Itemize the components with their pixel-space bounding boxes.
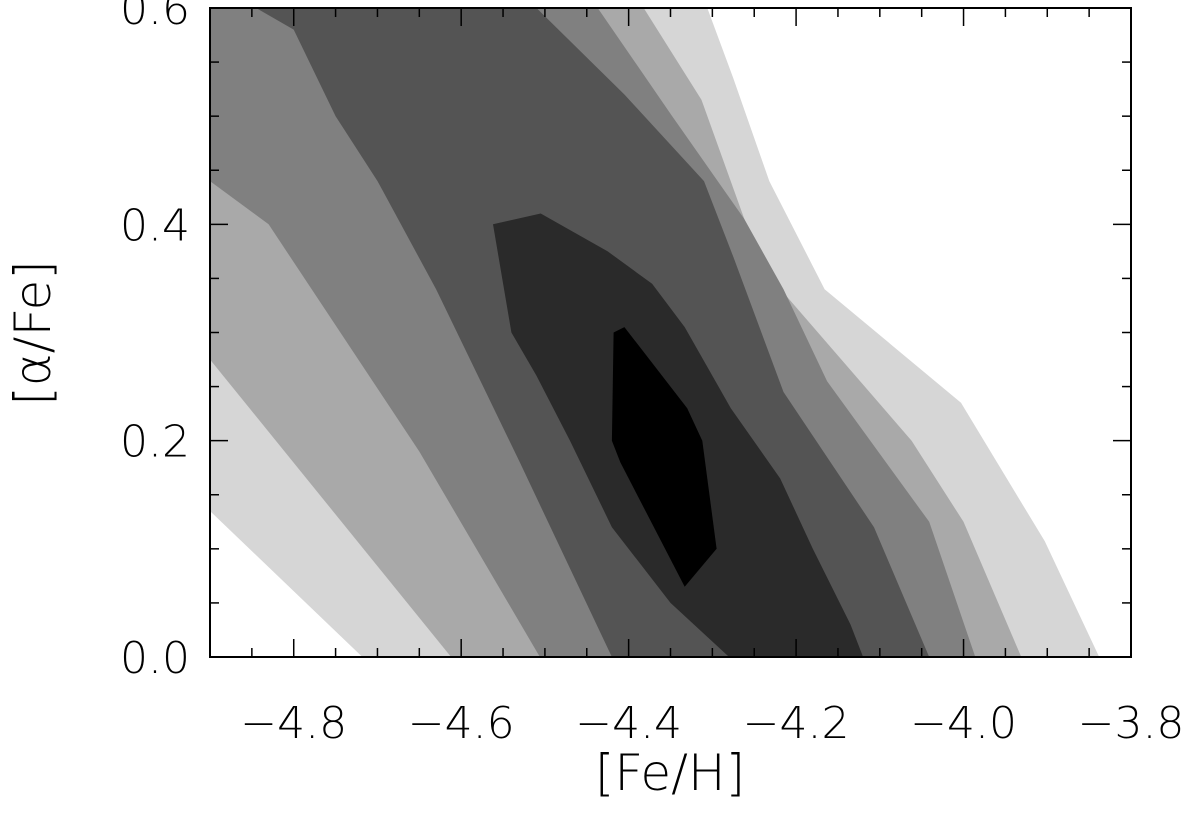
- x-tick-label: −4.2: [743, 698, 850, 749]
- x-tick-label: −4.6: [408, 698, 515, 749]
- plot-frame: [209, 7, 1132, 658]
- y-tick-label: 0.6: [120, 0, 190, 35]
- contour-levels: [210, 8, 1100, 657]
- y-tick-label: 0.2: [120, 417, 190, 468]
- y-tick-label: 0.0: [120, 633, 190, 684]
- x-tick-label: −4.0: [910, 698, 1017, 749]
- x-axis-label: [Fe/H]: [595, 744, 745, 802]
- x-tick-labels: −4.8 −4.6 −4.4 −4.2 −4.0 −3.8: [240, 698, 1184, 749]
- y-tick-label: 0.4: [120, 200, 190, 251]
- y-axis-label: [α/Fe]: [4, 260, 62, 406]
- y-tick-labels: 0.0 0.2 0.4 0.6: [120, 0, 190, 684]
- x-tick-label: −4.8: [240, 698, 347, 749]
- x-tick-label: −3.8: [1078, 698, 1185, 749]
- x-tick-label: −4.4: [575, 698, 682, 749]
- contour-level-6: [611, 327, 717, 587]
